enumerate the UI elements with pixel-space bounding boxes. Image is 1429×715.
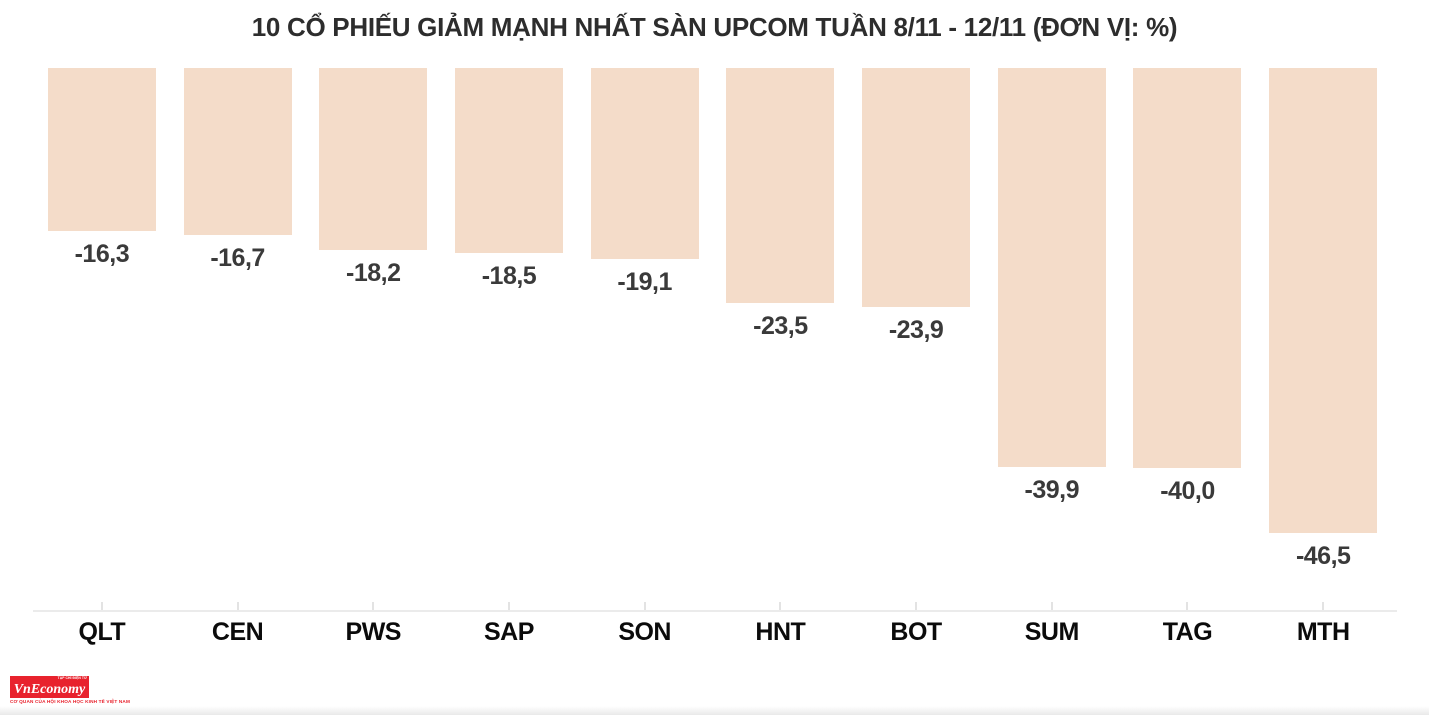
logo-top-tagline: TẠP CHÍ ĐIỆN TỬ bbox=[57, 676, 87, 680]
value-label-qlt: -16,3 bbox=[74, 240, 130, 268]
value-label-mth: -46,5 bbox=[1295, 542, 1351, 570]
axis-tick bbox=[915, 602, 918, 610]
category-label-cen: CEN bbox=[211, 618, 264, 646]
bar-slot: -23,9 bbox=[848, 68, 984, 613]
bar-slot: -18,5 bbox=[441, 68, 577, 613]
chart-title: 10 CỔ PHIẾU GIẢM MẠNH NHẤT SÀN UPCOM TUẦ… bbox=[251, 12, 1178, 42]
value-label-sap: -18,5 bbox=[481, 262, 537, 290]
tick-cell bbox=[984, 602, 1120, 610]
bar-hnt bbox=[726, 68, 835, 303]
value-label-sum: -39,9 bbox=[1024, 476, 1080, 504]
tick-cell bbox=[1255, 602, 1391, 610]
value-label-cen: -16,7 bbox=[210, 244, 265, 272]
axis-tick bbox=[100, 602, 103, 610]
category-label-son: SON bbox=[618, 618, 671, 646]
value-label-pws: -18,2 bbox=[346, 259, 401, 287]
axis-tick bbox=[1322, 602, 1325, 610]
bar-slot: -40,0 bbox=[1120, 68, 1256, 613]
tick-cell bbox=[34, 602, 170, 610]
axis-tick bbox=[507, 602, 510, 610]
tick-cell bbox=[713, 602, 849, 610]
x-axis-ticks bbox=[34, 602, 1391, 610]
bar-bot bbox=[862, 68, 971, 307]
vneconomy-logo: TẠP CHÍ ĐIỆN TỬ VnEconomy CƠ QUAN CỦA HỘ… bbox=[10, 676, 241, 709]
x-axis-line bbox=[33, 610, 1397, 612]
bar-slot: -39,9 bbox=[984, 68, 1120, 613]
category-label-mth: MTH bbox=[1296, 618, 1350, 646]
axis-tick bbox=[1050, 602, 1053, 610]
category-label-hnt: HNT bbox=[755, 618, 806, 646]
bar-tag bbox=[1133, 68, 1242, 468]
category-label-pws: PWS bbox=[345, 618, 402, 646]
value-label-bot: -23,9 bbox=[888, 316, 944, 344]
bar-cen bbox=[183, 68, 292, 235]
logo-bottom-tagline: CƠ QUAN CỦA HỘI KHOA HỌC KINH TẾ VIỆT NA… bbox=[10, 699, 131, 705]
x-axis-labels: QLT CEN PWS SAP SON HNT BOT SUM TAG MTH bbox=[34, 618, 1391, 647]
bar-sum bbox=[997, 68, 1106, 467]
category-label-tag: TAG bbox=[1162, 618, 1213, 646]
category-label-sum: SUM bbox=[1024, 618, 1080, 646]
bar-slot: -18,2 bbox=[305, 68, 441, 613]
logo-wordmark: VnEconomy bbox=[13, 681, 86, 697]
bar-son bbox=[590, 68, 699, 259]
axis-tick bbox=[1186, 602, 1189, 610]
bar-slot: -16,7 bbox=[170, 68, 306, 613]
value-label-hnt: -23,5 bbox=[753, 312, 808, 340]
page-bottom-edge bbox=[0, 706, 1429, 715]
tick-cell bbox=[1120, 602, 1256, 610]
axis-tick bbox=[643, 602, 646, 610]
vneconomy-logo-box: TẠP CHÍ ĐIỆN TỬ VnEconomy bbox=[10, 676, 89, 698]
bar-pws bbox=[319, 68, 428, 250]
tick-cell bbox=[848, 602, 984, 610]
bar-slot: -19,1 bbox=[577, 68, 713, 613]
bar-mth bbox=[1269, 68, 1378, 533]
axis-tick bbox=[779, 602, 782, 610]
bar-slot: -46,5 bbox=[1255, 68, 1391, 613]
axis-tick bbox=[236, 602, 239, 610]
value-label-tag: -40,0 bbox=[1160, 477, 1215, 505]
bar-sap bbox=[454, 68, 563, 253]
tick-cell bbox=[441, 602, 577, 610]
axis-tick bbox=[372, 602, 375, 610]
category-label-bot: BOT bbox=[890, 618, 942, 646]
bar-slot: -16,3 bbox=[34, 68, 170, 613]
bar-chart: -16,3 -16,7 -18,2 -18,5 -19,1 -23,5 -23,9 -39,9… bbox=[34, 68, 1391, 613]
tick-cell bbox=[305, 602, 441, 610]
tick-cell bbox=[577, 602, 713, 610]
value-label-son: -19,1 bbox=[617, 268, 672, 296]
bar-qlt bbox=[47, 68, 156, 231]
category-label-sap: SAP bbox=[484, 618, 534, 646]
bar-slot: -23,5 bbox=[713, 68, 849, 613]
category-label-qlt: QLT bbox=[78, 618, 126, 646]
tick-cell bbox=[170, 602, 306, 610]
